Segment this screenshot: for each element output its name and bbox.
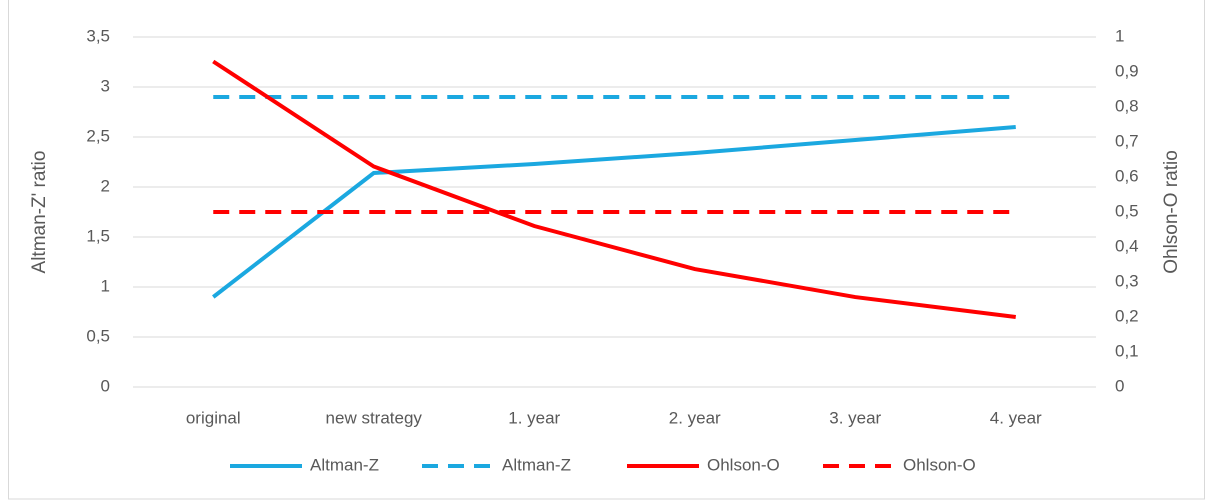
- y-tick-label: 2,5: [86, 126, 110, 145]
- x-tick-label: 1. year: [508, 408, 560, 427]
- y2-tick-label: 0,4: [1115, 236, 1139, 255]
- y-tick-label: 1: [101, 276, 110, 295]
- y2-tick-label: 0: [1115, 376, 1124, 395]
- y-tick-label: 2: [101, 176, 110, 195]
- x-tick-label: 4. year: [990, 408, 1042, 427]
- y2-tick-label: 0,7: [1115, 131, 1139, 150]
- y2-tick-label: 0,9: [1115, 61, 1139, 80]
- y2-tick-label: 0,8: [1115, 96, 1139, 115]
- legend-label: Altman-Z: [502, 455, 571, 474]
- y-tick-label: 0: [101, 376, 110, 395]
- series-line: [212, 125, 1016, 299]
- y-tick-label: 1,5: [86, 226, 110, 245]
- chart-frame: [8, 0, 1205, 500]
- y2-axis-title: Ohlson-O ratio: [1161, 150, 1182, 274]
- series-line: [212, 59, 1016, 319]
- x-tick-label: 3. year: [829, 408, 881, 427]
- y2-tick-label: 0,2: [1115, 306, 1139, 325]
- x-tick-label: new strategy: [326, 408, 423, 427]
- legend-label: Ohlson-O: [707, 455, 780, 474]
- legend-label: Altman-Z: [310, 455, 379, 474]
- y-tick-label: 3: [101, 76, 110, 95]
- y2-tick-label: 0,1: [1115, 341, 1139, 360]
- y-tick-label: 3,5: [86, 26, 110, 45]
- legend-label: Ohlson-O: [903, 455, 976, 474]
- y2-tick-label: 0,3: [1115, 271, 1139, 290]
- y2-tick-label: 0,6: [1115, 166, 1139, 185]
- x-tick-label: original: [186, 408, 241, 427]
- y-axis-title: Altman-Z' ratio: [29, 151, 50, 274]
- x-tick-label: 2. year: [669, 408, 721, 427]
- y-tick-label: 0,5: [86, 326, 110, 345]
- y2-tick-label: 1: [1115, 26, 1124, 45]
- y2-tick-label: 0,5: [1115, 201, 1139, 220]
